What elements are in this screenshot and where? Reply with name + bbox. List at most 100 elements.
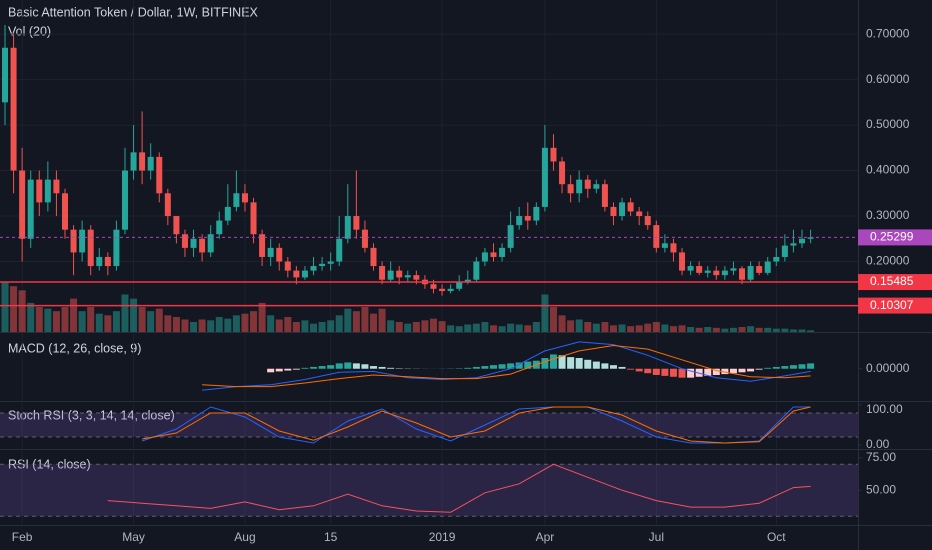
band-fill	[0, 464, 858, 517]
candle-body	[79, 229, 86, 253]
candle-body	[267, 247, 274, 257]
candle-body	[336, 238, 343, 262]
candle-body	[576, 179, 583, 194]
volume-bar	[112, 311, 120, 332]
candle-body	[541, 147, 548, 207]
candle-body	[601, 184, 608, 207]
candle-body	[404, 275, 411, 278]
price-label: 0.10307	[870, 298, 914, 312]
candle-body	[524, 216, 531, 221]
histogram-bar	[344, 362, 352, 369]
volume-bar	[327, 320, 335, 332]
candle-body	[173, 216, 180, 235]
price-label: 0.15485	[870, 274, 914, 288]
candle-body	[156, 156, 163, 194]
volume-bar	[1, 282, 9, 332]
candle-body	[293, 270, 300, 278]
volume-bar	[361, 307, 369, 332]
volume-bar	[284, 317, 292, 332]
volume-bar	[387, 320, 395, 332]
volume-bar	[661, 324, 669, 332]
volume-bar	[412, 322, 420, 332]
candle-body	[2, 47, 8, 103]
x-tick-label: Jul	[649, 530, 664, 544]
volume-bar	[430, 318, 437, 332]
macd-title: MACD (12, 26, close, 9)	[8, 341, 141, 355]
candle-body	[87, 229, 94, 267]
candle-body	[27, 179, 34, 239]
candle-body	[670, 243, 677, 253]
histogram-bar	[721, 368, 729, 375]
histogram-bar	[335, 363, 343, 369]
indicator-line	[202, 344, 811, 388]
histogram-bar	[489, 365, 497, 369]
volume-bar	[198, 319, 206, 332]
volume-bar	[567, 320, 575, 332]
histogram-bar	[669, 368, 677, 377]
histogram-bar	[704, 368, 712, 376]
histogram-bar	[267, 368, 275, 373]
y-tick-label: 0.60000	[866, 72, 910, 86]
histogram-bar	[678, 368, 686, 378]
histogram-bar	[284, 368, 292, 371]
volume-bar	[678, 325, 686, 332]
candle-body	[790, 243, 797, 246]
histogram-bar	[729, 368, 737, 374]
candle-body	[10, 47, 17, 171]
volume-bar	[258, 302, 266, 332]
candle-body	[276, 247, 283, 262]
candle-body	[627, 202, 634, 212]
volume-bar	[335, 315, 343, 332]
volume-bar	[507, 323, 515, 332]
volume-bar	[301, 320, 309, 332]
volume-bar	[627, 326, 635, 332]
candle-body	[593, 184, 600, 189]
volume-bar	[232, 315, 240, 332]
y-tick-label: 0.70000	[866, 26, 910, 40]
candle-body	[610, 206, 617, 217]
candle-body	[756, 266, 763, 273]
volume-bar	[455, 326, 463, 332]
candle-body	[679, 252, 686, 271]
volume-bar	[164, 315, 172, 332]
volume-bar	[669, 326, 677, 332]
histogram-bar	[327, 365, 335, 369]
candle-body	[199, 238, 206, 253]
volume-bar	[549, 307, 557, 332]
candle-body	[241, 193, 248, 203]
y-tick-label: 75.00	[866, 450, 896, 464]
volume-bar	[207, 320, 215, 332]
y-tick-label: 0.20000	[866, 254, 910, 268]
volume-bar	[644, 323, 652, 332]
candle-body	[233, 193, 240, 207]
volume-bar	[104, 315, 112, 332]
volume-bar	[318, 322, 326, 332]
volume-bar	[344, 308, 352, 332]
y-tick-label: 50.00	[866, 482, 896, 496]
candle-body	[344, 216, 351, 239]
volume-bar	[404, 323, 412, 332]
candle-body	[207, 234, 214, 253]
histogram-bar	[498, 364, 506, 369]
histogram-bar	[747, 368, 755, 372]
candle-body	[764, 261, 771, 273]
candle-body	[464, 279, 471, 282]
candle-body	[636, 211, 643, 217]
volume-bar	[352, 311, 360, 332]
volume-bar	[70, 298, 78, 332]
candle-body	[439, 288, 446, 292]
candle-body	[687, 266, 694, 271]
candle-body	[619, 202, 626, 217]
candle-body	[584, 179, 591, 189]
volume-bar	[695, 327, 703, 332]
y-tick-label: 0.50000	[866, 117, 910, 131]
volume-bar	[215, 317, 223, 332]
histogram-bar	[541, 358, 549, 369]
y-tick-label: 0.00000	[866, 361, 910, 375]
candle-body	[259, 234, 266, 257]
histogram-bar	[755, 368, 763, 370]
candle-body	[61, 193, 68, 230]
histogram-bar	[481, 366, 489, 369]
